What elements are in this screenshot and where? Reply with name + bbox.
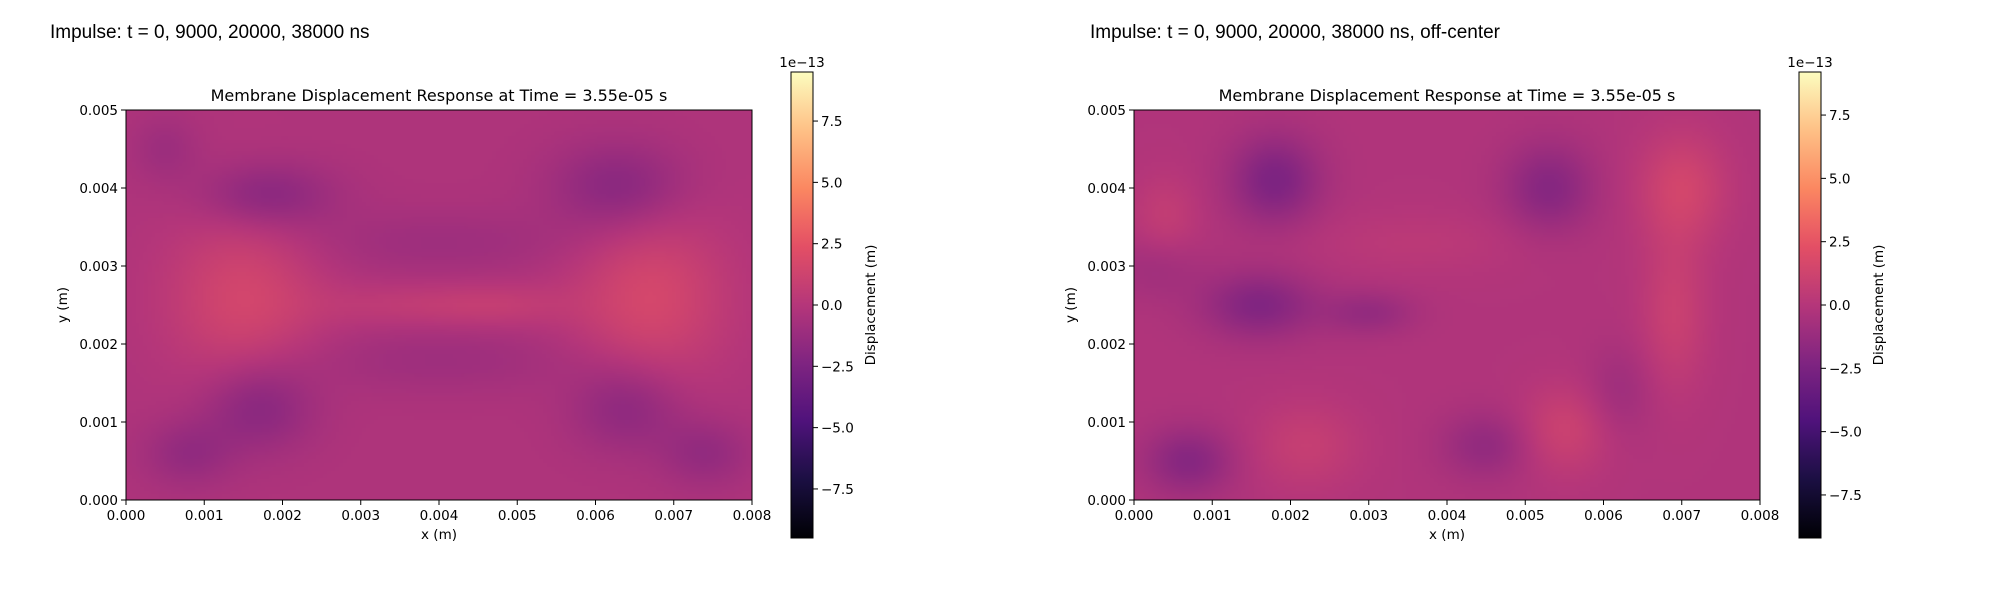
x-tick-label: 0.006: [1584, 508, 1623, 524]
y-axis-label: y (m): [55, 287, 71, 323]
x-tick-label: 0.001: [185, 508, 224, 524]
colorbar: [1798, 71, 1822, 539]
colorbar-tick-label: 0.0: [821, 298, 842, 314]
colorbar-tick-label: 7.5: [821, 114, 842, 130]
y-tick-label: 0.000: [79, 493, 118, 509]
colorbar-label: Displacement (m): [863, 245, 879, 366]
colorbar-tick-label: 5.0: [1829, 171, 1850, 187]
colorbar: [790, 71, 814, 539]
colorbar-tick-label: −7.5: [821, 482, 854, 498]
panel-title: Impulse: t = 0, 9000, 20000, 38000 ns: [50, 22, 370, 43]
x-tick-label: 0.003: [341, 508, 380, 524]
panel-off-center: Impulse: t = 0, 9000, 20000, 38000 ns, o…: [1010, 0, 2000, 600]
x-tick-label: 0.004: [420, 508, 459, 524]
panel-centered: Impulse: t = 0, 9000, 20000, 38000 ns 0.…: [50, 22, 879, 543]
x-tick-label: 0.007: [654, 508, 693, 524]
colorbar-exponent: 1e−13: [1787, 55, 1832, 71]
colorbar-tick-label: −7.5: [1829, 488, 1862, 504]
y-tick-label: 0.005: [79, 103, 118, 119]
x-tick-label: 0.001: [1193, 508, 1232, 524]
colorbar-tick-label: −5.0: [821, 421, 854, 437]
x-tick-label: 0.005: [498, 508, 537, 524]
chart-title: Membrane Displacement Response at Time =…: [1219, 86, 1676, 105]
y-axis-label: y (m): [1063, 287, 1079, 323]
x-tick-label: 0.008: [1741, 508, 1780, 524]
chart-title: Membrane Displacement Response at Time =…: [211, 86, 668, 105]
y-tick-label: 0.004: [1087, 181, 1126, 197]
colorbar-tick-label: 2.5: [821, 237, 842, 253]
x-tick-label: 0.007: [1662, 508, 1701, 524]
y-tick-label: 0.002: [79, 337, 118, 353]
y-tick-label: 0.000: [1087, 493, 1126, 509]
y-tick-label: 0.003: [79, 259, 118, 275]
x-tick-label: 0.006: [576, 508, 615, 524]
colorbar-tick-label: 2.5: [1829, 235, 1850, 251]
colorbar-tick-label: 0.0: [1829, 298, 1850, 314]
x-tick-label: 0.000: [1115, 508, 1154, 524]
y-tick-label: 0.001: [79, 415, 118, 431]
y-tick-label: 0.002: [1087, 337, 1126, 353]
colorbar-tick-label: 5.0: [821, 175, 842, 191]
x-tick-label: 0.005: [1506, 508, 1545, 524]
heatmap-image: [1134, 110, 1760, 500]
colorbar-tick-label: 7.5: [1829, 108, 1850, 124]
colorbar-tick-label: −5.0: [1829, 425, 1862, 441]
heatmap-image: [126, 110, 752, 500]
x-tick-label: 0.008: [733, 508, 772, 524]
heatmap-chart: 0.000 0.001 0.002 0.003 0.004 0.005 0.006 0.007…: [1063, 55, 1887, 543]
x-axis-label: x (m): [1429, 527, 1465, 543]
colorbar-exponent: 1e−13: [779, 55, 824, 71]
x-tick-label: 0.004: [1428, 508, 1467, 524]
x-axis-label: x (m): [421, 527, 457, 543]
y-tick-label: 0.003: [1087, 259, 1126, 275]
x-tick-label: 0.000: [107, 508, 146, 524]
colorbar-tick-label: −2.5: [821, 359, 854, 375]
x-tick-label: 0.002: [263, 508, 302, 524]
panel-title: Impulse: t = 0, 9000, 20000, 38000 ns, o…: [1090, 22, 1501, 43]
x-tick-label: 0.002: [1271, 508, 1310, 524]
colorbar-tick-label: −2.5: [1829, 361, 1862, 377]
x-tick-label: 0.003: [1349, 508, 1388, 524]
y-tick-label: 0.004: [79, 181, 118, 197]
y-tick-label: 0.001: [1087, 415, 1126, 431]
y-tick-label: 0.005: [1087, 103, 1126, 119]
colorbar-label: Displacement (m): [1871, 245, 1887, 366]
heatmap-chart: 0.000 0.001 0.002 0.003 0.004 0.005 0.006 0.007…: [55, 55, 879, 543]
